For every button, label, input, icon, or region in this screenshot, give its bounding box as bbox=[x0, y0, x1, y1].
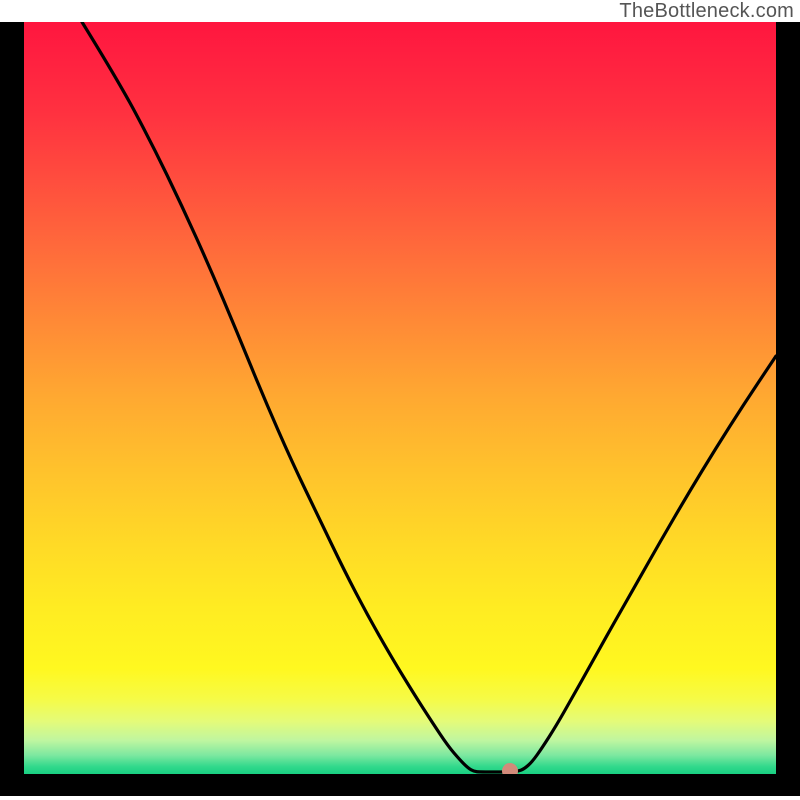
plot-outer-frame bbox=[0, 22, 800, 796]
bottleneck-curve bbox=[24, 22, 776, 774]
plot-area bbox=[24, 22, 776, 774]
watermark-text: TheBottleneck.com bbox=[619, 0, 794, 23]
optimum-dot bbox=[502, 763, 518, 774]
